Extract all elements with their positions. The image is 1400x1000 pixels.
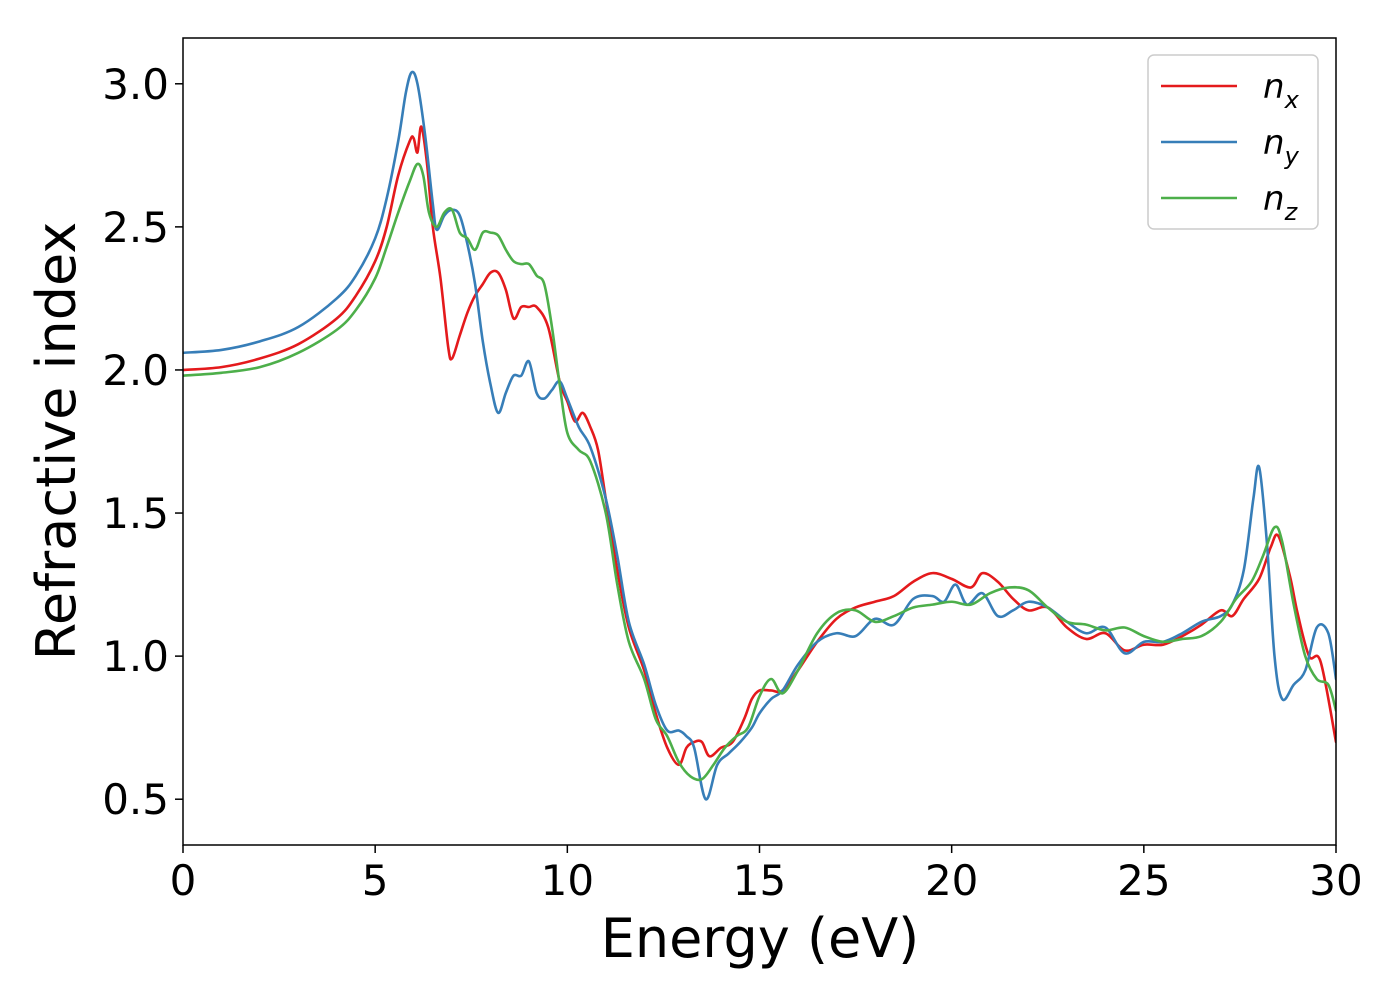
y-tick-label: 1.5 <box>102 489 169 538</box>
legend-label-nz: nz <box>1263 179 1299 226</box>
series-line-nz <box>183 162 1336 782</box>
x-tick-label: 5 <box>362 856 389 905</box>
legend-label-base: n <box>1263 179 1285 219</box>
x-tick-label: 25 <box>1117 856 1170 905</box>
y-tick-label: 1.0 <box>102 632 169 681</box>
y-tick-label: 2.5 <box>102 203 169 252</box>
x-tick-label: 10 <box>541 856 594 905</box>
x-tick-label: 0 <box>170 856 197 905</box>
x-axis: 0 5 10 15 20 25 30 <box>170 845 1363 905</box>
series-line-ny <box>183 70 1336 801</box>
x-axis-title: Energy (eV) <box>601 907 920 970</box>
legend-label-subscript: z <box>1284 198 1299 226</box>
plot-lines <box>183 70 1336 801</box>
x-tick-label: 20 <box>925 856 978 905</box>
x-tick-label: 30 <box>1309 856 1362 905</box>
legend-label-nx: nx <box>1263 67 1300 114</box>
y-tick-label: 0.5 <box>102 775 169 824</box>
y-tick-label: 3.0 <box>102 60 169 109</box>
y-axis: 0.5 1.0 1.5 2.0 2.5 3.0 <box>102 60 183 824</box>
y-axis-title: Refractive index <box>25 222 88 661</box>
legend-label-base: n <box>1263 67 1285 107</box>
legend-label-subscript: y <box>1284 142 1300 170</box>
legend-label-ny: ny <box>1263 123 1300 170</box>
legend-label-base: n <box>1263 123 1285 163</box>
y-tick-label: 2.0 <box>102 346 169 395</box>
x-tick-label: 15 <box>733 856 786 905</box>
legend-label-subscript: x <box>1284 86 1300 114</box>
